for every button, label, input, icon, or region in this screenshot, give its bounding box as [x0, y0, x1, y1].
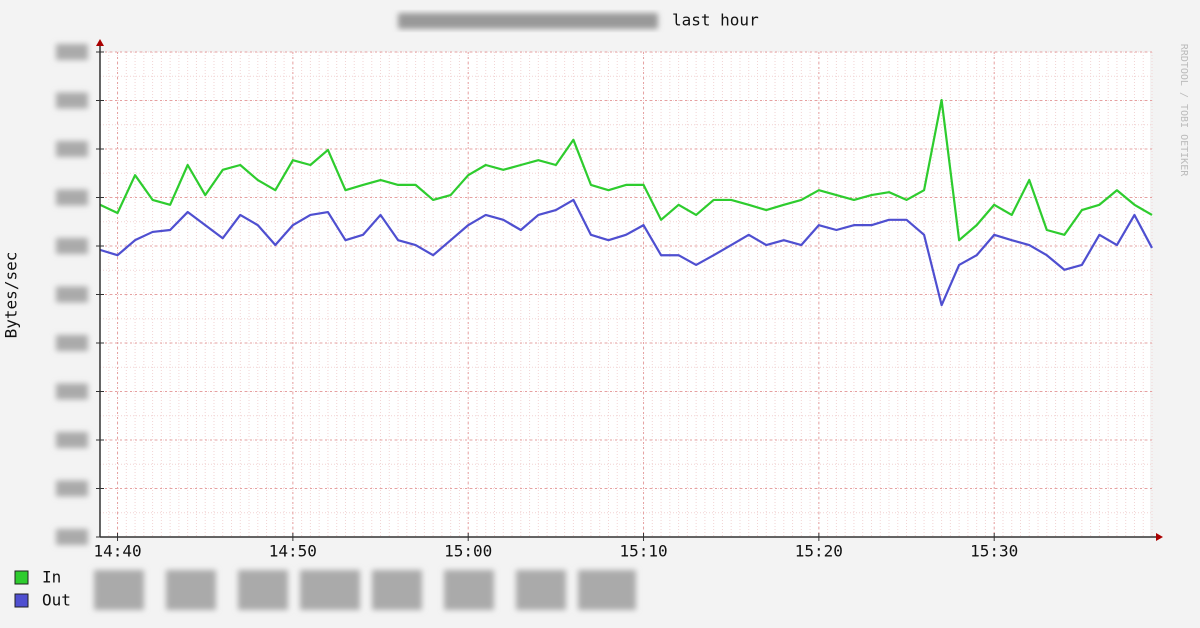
legend-swatch — [14, 570, 29, 585]
legend: In Out — [14, 568, 71, 610]
watermark: RRDTOOL / TOBI OETIKER — [1178, 44, 1189, 177]
chart-title: last hour — [672, 11, 759, 30]
y-axis-label: Bytes/sec — [2, 252, 21, 339]
x-tick-label: 14:50 — [269, 542, 317, 561]
redacted-title — [398, 13, 658, 29]
series-line — [99, 98, 1153, 242]
series-lines — [99, 98, 1153, 307]
x-tick-label: 15:00 — [444, 542, 492, 561]
x-tick-label: 15:30 — [970, 542, 1018, 561]
x-tick-label: 15:10 — [619, 542, 667, 561]
y-axis-arrow — [96, 39, 104, 46]
legend-label: In — [42, 568, 61, 587]
series-line — [99, 198, 1153, 307]
axes — [96, 39, 1163, 541]
redacted-legend-stats — [94, 570, 636, 610]
x-tick-label: 14:40 — [93, 542, 141, 561]
x-tick-label: 15:20 — [795, 542, 843, 561]
legend-label: Out — [42, 591, 71, 610]
redacted-y-labels — [56, 44, 88, 545]
legend-swatch — [14, 593, 29, 608]
x-axis-arrow — [1156, 533, 1163, 541]
